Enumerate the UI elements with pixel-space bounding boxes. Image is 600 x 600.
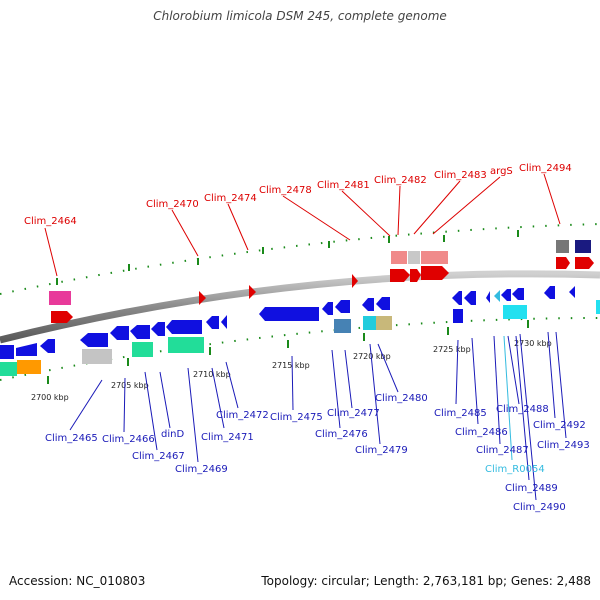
lower-major-ticks [47, 320, 529, 384]
label-clim-2475[interactable]: Clim_2475 [270, 412, 323, 423]
label-clim-2478[interactable]: Clim_2478 [259, 185, 312, 196]
gene-clim-2485[interactable] [452, 291, 462, 305]
gene-clim-2478[interactable] [352, 274, 358, 288]
gene-clim-2481[interactable] [390, 269, 410, 282]
gene-clim-2467[interactable] [110, 326, 129, 340]
label-clim-2465[interactable]: Clim_2465 [45, 433, 98, 444]
gene-clim-2477[interactable] [335, 300, 350, 313]
gene-clim-2494[interactable] [556, 257, 570, 269]
gene-argS[interactable] [421, 266, 449, 280]
gene-clim-2463-orange [17, 360, 41, 374]
gene-clim-2466[interactable] [80, 333, 108, 347]
gene-clim-2466-box [82, 349, 112, 364]
label-clim-2471[interactable]: Clim_2471 [201, 432, 254, 443]
gene-clim-2479-box-b [376, 316, 392, 330]
gene-clim-2469[interactable] [151, 322, 165, 336]
label-argS[interactable]: argS [490, 166, 513, 177]
scale-label-2730: 2730 kbp [514, 339, 552, 348]
label-clim-2470[interactable]: Clim_2470 [146, 199, 199, 210]
gene-clim-2489-box [503, 305, 527, 319]
reverse-genes [0, 286, 600, 376]
label-clim-2493[interactable]: Clim_2493 [537, 440, 590, 451]
accession-text: Accession: NC_010803 [9, 574, 146, 588]
scale-label-2725: 2725 kbp [433, 345, 471, 354]
label-clim-2464[interactable]: Clim_2464 [24, 216, 77, 227]
gene-clim-2479-box-a [363, 316, 376, 330]
label-clim-r0054[interactable]: Clim_R0054 [485, 464, 545, 475]
gene-clim-2494-box-a [556, 240, 569, 253]
gene-clim-2464-box [49, 291, 71, 305]
bottom-callout-rna [503, 335, 513, 461]
gene-clim-2496-box [596, 300, 600, 314]
label-clim-2481[interactable]: Clim_2481 [317, 180, 370, 191]
label-clim-2483[interactable]: Clim_2483 [434, 170, 487, 181]
upper-major-ticks [56, 230, 519, 285]
label-clim-2477[interactable]: Clim_2477 [327, 408, 380, 419]
gene-dinD[interactable] [130, 325, 150, 339]
label-clim-2467[interactable]: Clim_2467 [132, 451, 185, 462]
scale-label-2710: 2710 kbp [193, 370, 231, 379]
genome-backbone [0, 270, 600, 344]
gene-clim-r0054[interactable] [494, 290, 500, 302]
label-dinD[interactable]: dinD [161, 429, 184, 440]
label-clim-2472[interactable]: Clim_2472 [216, 410, 269, 421]
label-clim-2487[interactable]: Clim_2487 [476, 445, 529, 456]
gene-clim-2474[interactable] [249, 285, 256, 299]
gene-clim-2476[interactable] [322, 302, 333, 315]
page-title: Chlorobium limicola DSM 245, complete ge… [153, 9, 447, 23]
label-clim-2480[interactable]: Clim_2480 [375, 393, 428, 404]
label-clim-2479[interactable]: Clim_2479 [355, 445, 408, 456]
label-clim-2469[interactable]: Clim_2469 [175, 464, 228, 475]
scale-label-2705: 2705 kbp [111, 381, 149, 390]
gene-clim-2483-box [421, 251, 448, 264]
label-clim-2482[interactable]: Clim_2482 [374, 175, 427, 186]
label-clim-2488[interactable]: Clim_2488 [496, 404, 549, 415]
gene-dinD-box [132, 342, 153, 357]
gene-clim-2471[interactable] [206, 316, 219, 329]
label-clim-2466[interactable]: Clim_2466 [102, 434, 155, 445]
gene-clim-2470[interactable] [199, 291, 206, 305]
gene-clim-2475[interactable] [259, 307, 319, 321]
gene-clim-2494-box-b [575, 240, 591, 253]
label-clim-2494[interactable]: Clim_2494 [519, 163, 572, 174]
gene-clim-2472[interactable] [221, 315, 227, 329]
label-clim-2485[interactable]: Clim_2485 [434, 408, 487, 419]
label-clim-2474[interactable]: Clim_2474 [204, 193, 257, 204]
gene-clim-2485-box [453, 309, 463, 323]
scale-label-2700: 2700 kbp [31, 393, 69, 402]
bottom-callout-lines [69, 331, 567, 501]
gene-clim-2487[interactable] [486, 291, 490, 303]
top-callout-lines [44, 173, 561, 277]
gene-clim-2463-green [0, 362, 17, 376]
gene-clim-2492[interactable] [544, 286, 555, 299]
scale-label-2720: 2720 kbp [353, 352, 391, 361]
genome-summary-text: Topology: circular; Length: 2,763,181 bp… [261, 574, 591, 588]
label-clim-2490[interactable]: Clim_2490 [513, 502, 566, 513]
scale-label-2715: 2715 kbp [272, 361, 310, 370]
gene-clim-2480[interactable] [376, 297, 390, 310]
gene-clim-2463b[interactable] [16, 343, 37, 356]
forward-genes [49, 240, 594, 323]
gene-clim-2469b[interactable] [166, 320, 202, 334]
gene-clim-2469-box [168, 337, 204, 353]
gene-clim-2486[interactable] [464, 291, 476, 305]
gene-clim-2465[interactable] [40, 339, 55, 353]
label-clim-2489[interactable]: Clim_2489 [505, 483, 558, 494]
gene-clim-2479[interactable] [362, 298, 374, 311]
gene-clim-2495[interactable] [575, 257, 594, 269]
gene-clim-2482[interactable] [410, 269, 421, 282]
gene-clim-2488[interactable] [501, 289, 511, 301]
label-clim-2476[interactable]: Clim_2476 [315, 429, 368, 440]
gene-clim-2482-box [408, 251, 420, 264]
gene-clim-2463a[interactable] [0, 345, 14, 359]
gene-clim-2464[interactable] [51, 311, 73, 323]
gene-clim-2481-box [391, 251, 407, 264]
gene-clim-2476-box [334, 319, 351, 333]
label-clim-2492[interactable]: Clim_2492 [533, 420, 586, 431]
gene-clim-2489[interactable] [512, 288, 524, 300]
label-clim-2486[interactable]: Clim_2486 [455, 427, 508, 438]
gene-clim-2493[interactable] [569, 286, 575, 298]
